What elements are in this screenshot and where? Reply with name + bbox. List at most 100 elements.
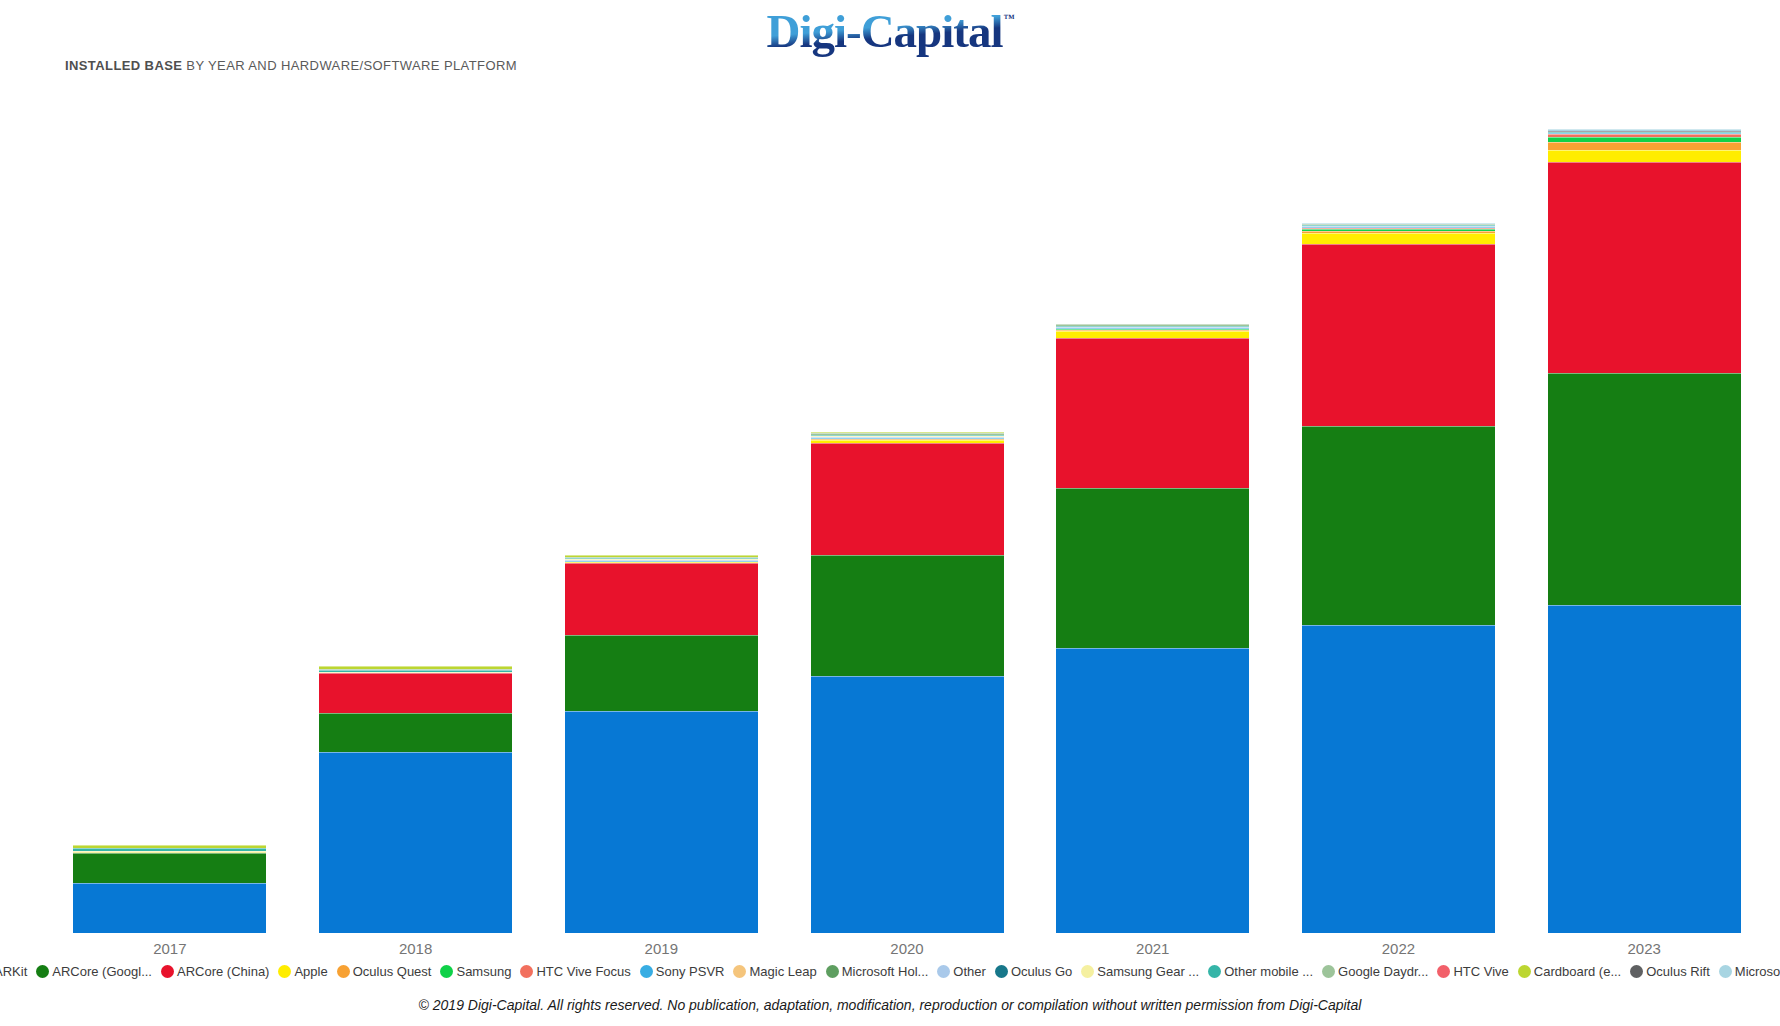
bar-segment <box>1548 162 1741 373</box>
bar-segment <box>1056 488 1249 648</box>
legend-color-dot <box>1208 965 1221 978</box>
legend-color-dot <box>520 965 533 978</box>
legend-item[interactable]: Samsung Gear ... <box>1081 964 1199 979</box>
legend-item[interactable]: Google Daydr... <box>1322 964 1428 979</box>
bar-segment <box>1302 233 1495 244</box>
stacked-bar-2021 <box>1056 324 1249 933</box>
bar-segment <box>1302 426 1495 625</box>
legend-color-dot <box>1322 965 1335 978</box>
legend-color-dot <box>337 965 350 978</box>
legend-label: Samsung Gear ... <box>1097 964 1199 979</box>
legend-item[interactable]: Other <box>937 964 986 979</box>
chart-legend: ARKit ARCore (Googl... ARCore (China) Apple… <box>0 964 1780 979</box>
chart-title-bold: INSTALLED BASE <box>65 58 182 73</box>
legend-label: Microsoft ... <box>1735 964 1780 979</box>
legend-color-dot <box>161 965 174 978</box>
stacked-bar-2023 <box>1548 129 1741 933</box>
legend-label: Other <box>953 964 986 979</box>
legend-color-dot <box>995 965 1008 978</box>
legend-label: Other mobile ... <box>1224 964 1313 979</box>
x-axis: 2017201820192020202120222023 <box>47 940 1767 957</box>
legend-label: ARCore (Googl... <box>52 964 152 979</box>
x-axis-label: 2021 <box>1030 940 1276 957</box>
legend-item[interactable]: ARCore (Googl... <box>36 964 152 979</box>
bar-segment <box>1548 142 1741 150</box>
bar-segment <box>565 563 758 635</box>
bar-segment <box>811 443 1004 555</box>
stacked-bar-2022 <box>1302 223 1495 933</box>
legend-color-dot <box>640 965 653 978</box>
legend-label: Google Daydr... <box>1338 964 1428 979</box>
legend-item[interactable]: Sony PSVR <box>640 964 725 979</box>
brand-logo: Digi-Capital™ <box>0 6 1780 58</box>
bar-segment <box>1548 605 1741 933</box>
bar-segment <box>565 711 758 933</box>
legend-color-dot <box>1719 965 1732 978</box>
bar-column-2018 <box>293 80 539 933</box>
legend-color-dot <box>36 965 49 978</box>
x-axis-label: 2022 <box>1276 940 1522 957</box>
bar-column-2017 <box>47 80 293 933</box>
legend-color-dot <box>278 965 291 978</box>
legend-item[interactable]: HTC Vive Focus <box>520 964 630 979</box>
legend-color-dot <box>1518 965 1531 978</box>
legend-item[interactable]: Magic Leap <box>733 964 816 979</box>
bar-column-2021 <box>1030 80 1276 933</box>
legend-label: ARCore (China) <box>177 964 269 979</box>
legend-label: Cardboard (e... <box>1534 964 1621 979</box>
bar-segment <box>1056 648 1249 933</box>
copyright-notice: © 2019 Digi-Capital. All rights reserved… <box>0 997 1780 1013</box>
bar-column-2019 <box>538 80 784 933</box>
legend-color-dot <box>1437 965 1450 978</box>
legend-color-dot <box>440 965 453 978</box>
legend-item[interactable]: HTC Vive <box>1437 964 1508 979</box>
bar-segment <box>1056 331 1249 338</box>
stacked-bar-2019 <box>565 555 758 933</box>
legend-color-dot <box>733 965 746 978</box>
legend-label: Oculus Go <box>1011 964 1072 979</box>
bar-segment <box>1302 244 1495 426</box>
legend-item[interactable]: Other mobile ... <box>1208 964 1313 979</box>
chart-title: INSTALLED BASE BY YEAR AND HARDWARE/SOFT… <box>65 58 517 73</box>
x-axis-label: 2019 <box>538 940 784 957</box>
legend-label: Oculus Rift <box>1646 964 1710 979</box>
bar-column-2023 <box>1521 80 1767 933</box>
stacked-bar-2020 <box>811 432 1004 933</box>
bar-column-2020 <box>784 80 1030 933</box>
legend-item[interactable]: Oculus Go <box>995 964 1072 979</box>
legend-item[interactable]: ARKit <box>0 964 27 979</box>
stacked-bar-2017 <box>73 845 266 933</box>
x-axis-label: 2023 <box>1521 940 1767 957</box>
legend-item[interactable]: Samsung <box>440 964 511 979</box>
x-axis-label: 2018 <box>293 940 539 957</box>
legend-item[interactable]: Microsoft Hol... <box>826 964 929 979</box>
stacked-bar-2018 <box>319 666 512 933</box>
trademark-symbol: ™ <box>1004 12 1015 24</box>
legend-item[interactable]: Oculus Quest <box>337 964 432 979</box>
legend-label: Magic Leap <box>749 964 816 979</box>
legend-label: Samsung <box>456 964 511 979</box>
legend-item[interactable]: Microsoft ... <box>1719 964 1780 979</box>
legend-label: ARKit <box>0 964 27 979</box>
legend-color-dot <box>937 965 950 978</box>
legend-item[interactable]: Oculus Rift <box>1630 964 1710 979</box>
bar-segment <box>319 752 512 933</box>
legend-label: Apple <box>294 964 327 979</box>
legend-item[interactable]: ARCore (China) <box>161 964 269 979</box>
bar-segment <box>319 713 512 752</box>
legend-item[interactable]: Cardboard (e... <box>1518 964 1621 979</box>
bar-segment <box>1548 150 1741 162</box>
legend-label: HTC Vive <box>1453 964 1508 979</box>
legend-label: Sony PSVR <box>656 964 725 979</box>
bar-segment <box>73 853 266 883</box>
bar-segment <box>319 673 512 713</box>
legend-color-dot <box>1081 965 1094 978</box>
bar-segment <box>73 883 266 933</box>
legend-label: Oculus Quest <box>353 964 432 979</box>
chart-title-rest: BY YEAR AND HARDWARE/SOFTWARE PLATFORM <box>182 58 517 73</box>
x-axis-label: 2017 <box>47 940 293 957</box>
legend-item[interactable]: Apple <box>278 964 327 979</box>
stacked-bar-chart <box>47 80 1767 933</box>
bar-column-2022 <box>1276 80 1522 933</box>
bar-segment <box>1548 373 1741 605</box>
